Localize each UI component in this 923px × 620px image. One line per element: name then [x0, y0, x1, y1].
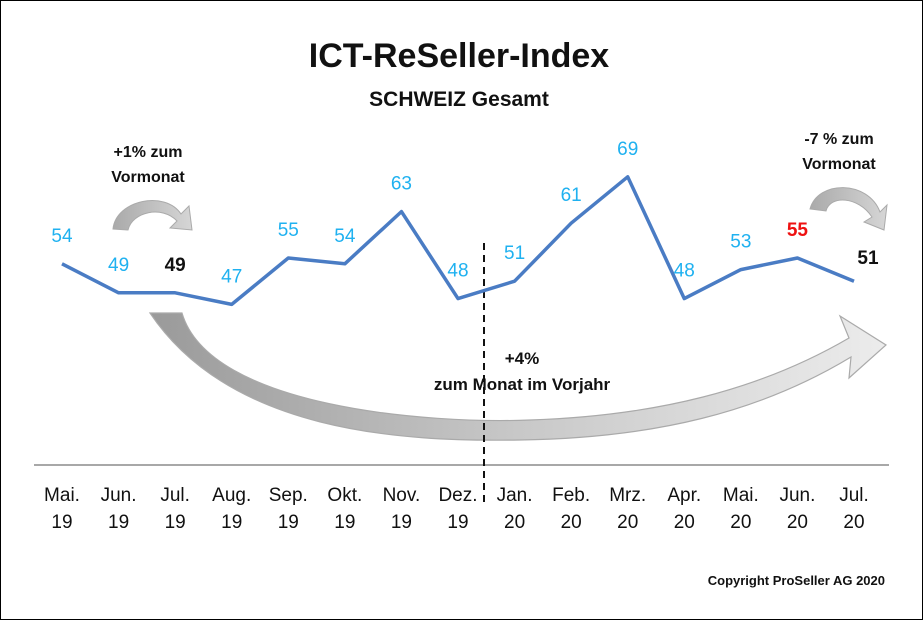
data-label: 69	[617, 139, 638, 160]
x-tick-month: Jul.	[160, 485, 190, 506]
x-tick-month: Apr.	[667, 485, 701, 506]
data-label: 47	[221, 266, 242, 287]
x-tick-year: 19	[108, 512, 129, 533]
x-tick-year: 20	[787, 512, 808, 533]
x-tick-month: Jul.	[839, 485, 869, 506]
data-label: 63	[391, 174, 412, 195]
x-tick-year: 19	[51, 512, 72, 533]
x-tick-year: 20	[674, 512, 695, 533]
x-tick-year: 19	[221, 512, 242, 533]
x-tick-year: 19	[447, 512, 468, 533]
right-note-line1: -7 % zum	[804, 131, 873, 148]
x-tick-year: 20	[730, 512, 751, 533]
right-note-line2: Vormonat	[802, 156, 876, 173]
x-tick-month: Aug.	[212, 485, 251, 506]
x-tick-year: 20	[561, 512, 582, 533]
x-tick-year: 20	[843, 512, 864, 533]
x-tick-month: Feb.	[552, 485, 590, 506]
left-note-line2: Vormonat	[111, 169, 185, 186]
data-label: 48	[447, 261, 468, 282]
data-label: 53	[730, 232, 751, 253]
series-line	[61, 175, 855, 307]
prev-month-arrow-left	[112, 200, 193, 231]
x-tick-month: Mai.	[44, 485, 80, 506]
data-label: 51	[857, 248, 879, 269]
data-label: 49	[108, 255, 129, 276]
data-label: 54	[51, 226, 73, 247]
x-tick-year: 19	[278, 512, 299, 533]
x-tick-month: Nov.	[383, 485, 421, 506]
data-label: 51	[504, 243, 525, 264]
x-tick-month: Okt.	[327, 485, 362, 506]
data-label: 49	[165, 255, 186, 276]
x-tick-year: 19	[391, 512, 412, 533]
chart-title: ICT-ReSeller-Index	[309, 37, 610, 75]
data-label: 48	[674, 261, 695, 282]
x-tick-month: Sep.	[269, 485, 308, 506]
x-tick-year: 20	[617, 512, 638, 533]
x-tick-year: 19	[165, 512, 186, 533]
data-label: 54	[334, 226, 356, 247]
x-tick-month: Mrz.	[609, 485, 646, 506]
chart-subtitle: SCHWEIZ Gesamt	[369, 88, 549, 111]
x-tick-month: Jun.	[779, 485, 815, 506]
year-over-year-arrow	[148, 312, 887, 441]
left-note-line1: +1% zum	[114, 144, 183, 161]
x-tick-month: Jan.	[497, 485, 533, 506]
x-tick-month: Jun.	[101, 485, 137, 506]
data-label: 55	[787, 220, 809, 241]
data-label: 61	[561, 185, 582, 206]
copyright: Copyright ProSeller AG 2020	[708, 573, 885, 588]
year-note-line2: zum Monat im Vorjahr	[434, 375, 611, 394]
data-label: 55	[278, 220, 299, 241]
x-tick-year: 19	[334, 512, 355, 533]
year-note-line1: +4%	[505, 349, 540, 368]
x-tick-month: Mai.	[723, 485, 759, 506]
prev-month-arrow-right	[809, 187, 888, 231]
x-tick-month: Dez.	[438, 485, 477, 506]
x-tick-year: 20	[504, 512, 525, 533]
